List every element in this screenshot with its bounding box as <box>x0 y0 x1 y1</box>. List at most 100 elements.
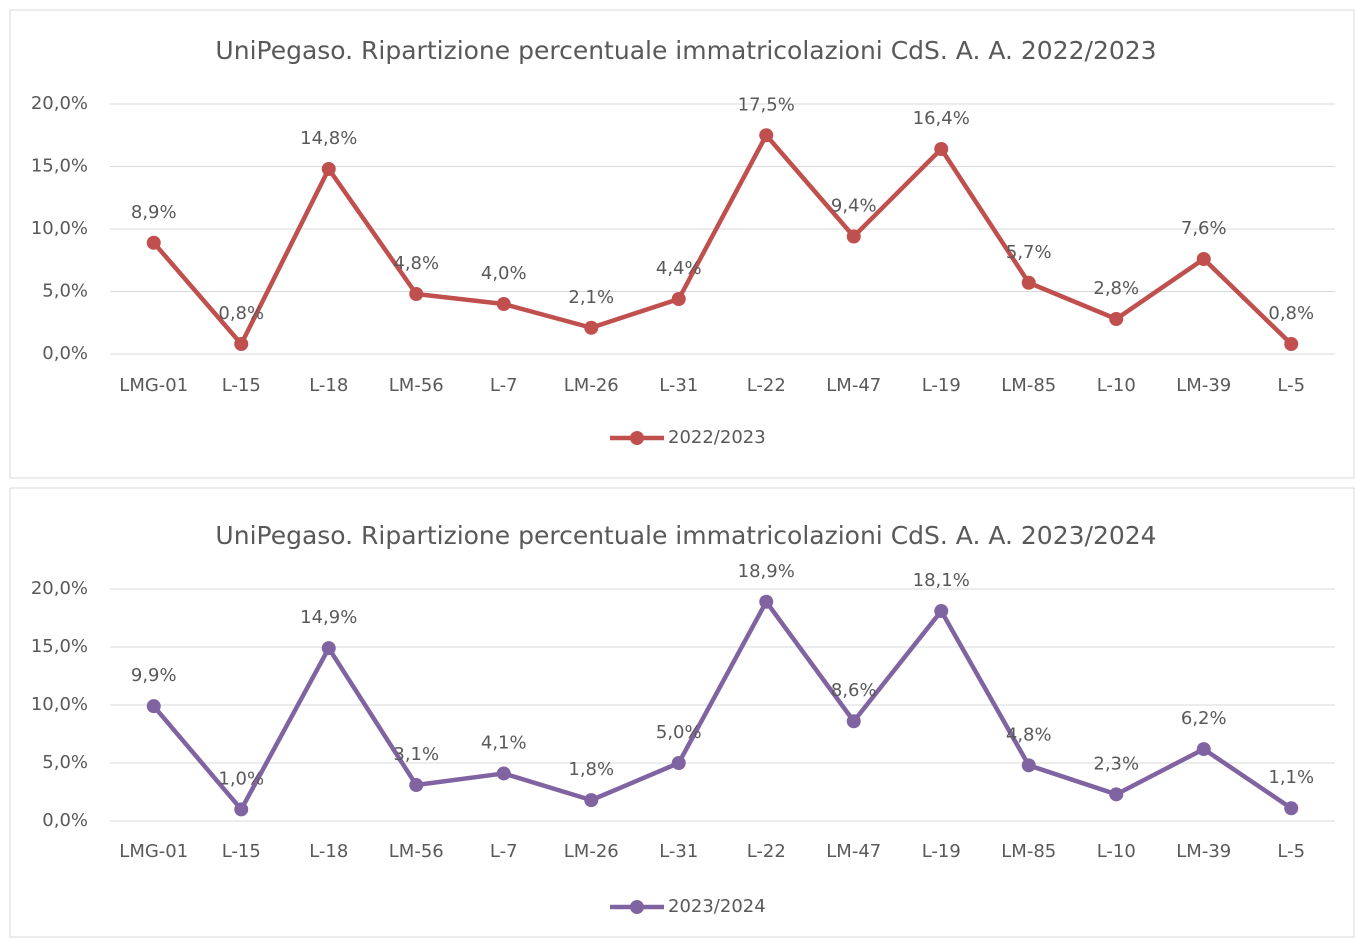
data-label: 5,7% <box>1006 242 1052 263</box>
data-point <box>671 756 686 770</box>
data-point <box>496 297 511 311</box>
data-point <box>234 802 249 817</box>
y-tick-label: 0,0% <box>42 810 88 831</box>
x-tick-label: L-31 <box>659 841 698 862</box>
data-label: 2,8% <box>1093 278 1139 299</box>
data-label: 18,1% <box>913 570 970 591</box>
data-point <box>1021 275 1036 290</box>
data-label: 0,8% <box>1268 303 1314 324</box>
y-tick-label: 10,0% <box>31 694 88 715</box>
data-label: 4,0% <box>481 263 527 284</box>
data-label: 7,6% <box>1181 218 1227 239</box>
data-label: 0,8% <box>218 303 264 324</box>
data-point <box>1109 312 1124 326</box>
data-point <box>934 604 949 619</box>
y-tick-label: 15,0% <box>31 156 88 177</box>
data-point <box>584 320 599 335</box>
x-tick-label: LM-47 <box>826 375 881 396</box>
x-tick-label: LMG-01 <box>119 841 188 862</box>
data-label: 2,3% <box>1093 753 1139 774</box>
x-tick-label: LM-39 <box>1176 841 1231 862</box>
x-tick-label: L-22 <box>747 375 786 396</box>
data-point <box>234 337 249 351</box>
data-label: 8,9% <box>131 202 177 223</box>
x-tick-label: L-31 <box>659 375 698 396</box>
data-point <box>584 793 599 808</box>
data-label: 4,1% <box>481 732 527 753</box>
y-tick-label: 10,0% <box>31 218 88 239</box>
data-point <box>321 641 336 656</box>
data-label: 18,9% <box>738 561 795 582</box>
data-point <box>496 766 511 781</box>
x-tick-label: LM-85 <box>1001 841 1056 862</box>
data-line <box>152 133 1293 347</box>
chart-title: UniPegaso. Ripartizione percentuale imma… <box>215 521 1156 550</box>
x-tick-label: L-18 <box>309 375 348 396</box>
data-point <box>1021 758 1036 773</box>
x-tick-label: LMG-01 <box>119 375 188 396</box>
x-tick-label: L-22 <box>747 841 786 862</box>
data-label: 14,9% <box>300 607 357 628</box>
x-tick-label: L-18 <box>309 841 348 862</box>
x-tick-label: L-10 <box>1097 841 1136 862</box>
legend-label: 2023/2024 <box>668 896 766 917</box>
y-tick-label: 20,0% <box>31 93 88 114</box>
data-point <box>934 142 949 156</box>
x-tick-label: LM-26 <box>564 375 619 396</box>
data-label: 1,1% <box>1268 767 1314 788</box>
x-tick-label: L-19 <box>922 375 961 396</box>
data-point <box>846 714 861 729</box>
data-label: 4,8% <box>1006 724 1052 745</box>
data-point <box>409 778 424 793</box>
x-tick-label: L-7 <box>490 841 518 862</box>
y-tick-label: 20,0% <box>31 578 88 599</box>
data-label: 3,1% <box>393 744 439 765</box>
data-label: 4,4% <box>656 258 702 279</box>
x-tick-label: L-5 <box>1277 841 1305 862</box>
x-tick-label: L-7 <box>490 375 518 396</box>
legend-marker <box>630 431 644 445</box>
x-tick-label: LM-85 <box>1001 375 1056 396</box>
y-tick-label: 15,0% <box>31 636 88 657</box>
chart-title: UniPegaso. Ripartizione percentuale imma… <box>215 36 1156 65</box>
data-point <box>146 235 161 250</box>
y-tick-label: 5,0% <box>42 752 88 773</box>
x-tick-label: L-19 <box>922 841 961 862</box>
data-point <box>759 128 774 143</box>
x-tick-label: LM-47 <box>826 841 881 862</box>
data-label: 5,0% <box>656 722 702 743</box>
data-label: 17,5% <box>738 94 795 115</box>
data-point <box>1196 742 1211 757</box>
data-point <box>1284 337 1299 351</box>
data-point <box>146 699 161 714</box>
data-label: 9,9% <box>131 665 177 686</box>
data-label: 1,8% <box>568 759 614 780</box>
data-label: 14,8% <box>300 128 357 149</box>
data-point <box>846 229 861 244</box>
y-tick-label: 5,0% <box>42 281 88 302</box>
data-label: 16,4% <box>913 108 970 129</box>
x-tick-label: L-15 <box>222 841 261 862</box>
legend-label: 2022/2023 <box>668 427 766 448</box>
data-label: 4,8% <box>393 253 439 274</box>
data-label: 6,2% <box>1181 708 1227 729</box>
data-point <box>1109 787 1124 802</box>
x-tick-label: LM-56 <box>389 841 444 862</box>
x-tick-label: L-5 <box>1277 375 1305 396</box>
x-tick-label: L-10 <box>1097 375 1136 396</box>
data-point <box>671 292 686 306</box>
data-point <box>409 287 424 301</box>
data-label: 2,1% <box>568 287 614 308</box>
chart-frame <box>9 9 1355 479</box>
x-tick-label: L-15 <box>222 375 261 396</box>
data-label: 9,4% <box>831 196 877 217</box>
x-tick-label: LM-39 <box>1176 375 1231 396</box>
data-point <box>1196 252 1211 266</box>
data-point <box>759 594 774 609</box>
legend-marker <box>630 900 644 914</box>
x-tick-label: LM-56 <box>389 375 444 396</box>
data-label: 8,6% <box>831 680 877 701</box>
data-point <box>1284 801 1299 816</box>
